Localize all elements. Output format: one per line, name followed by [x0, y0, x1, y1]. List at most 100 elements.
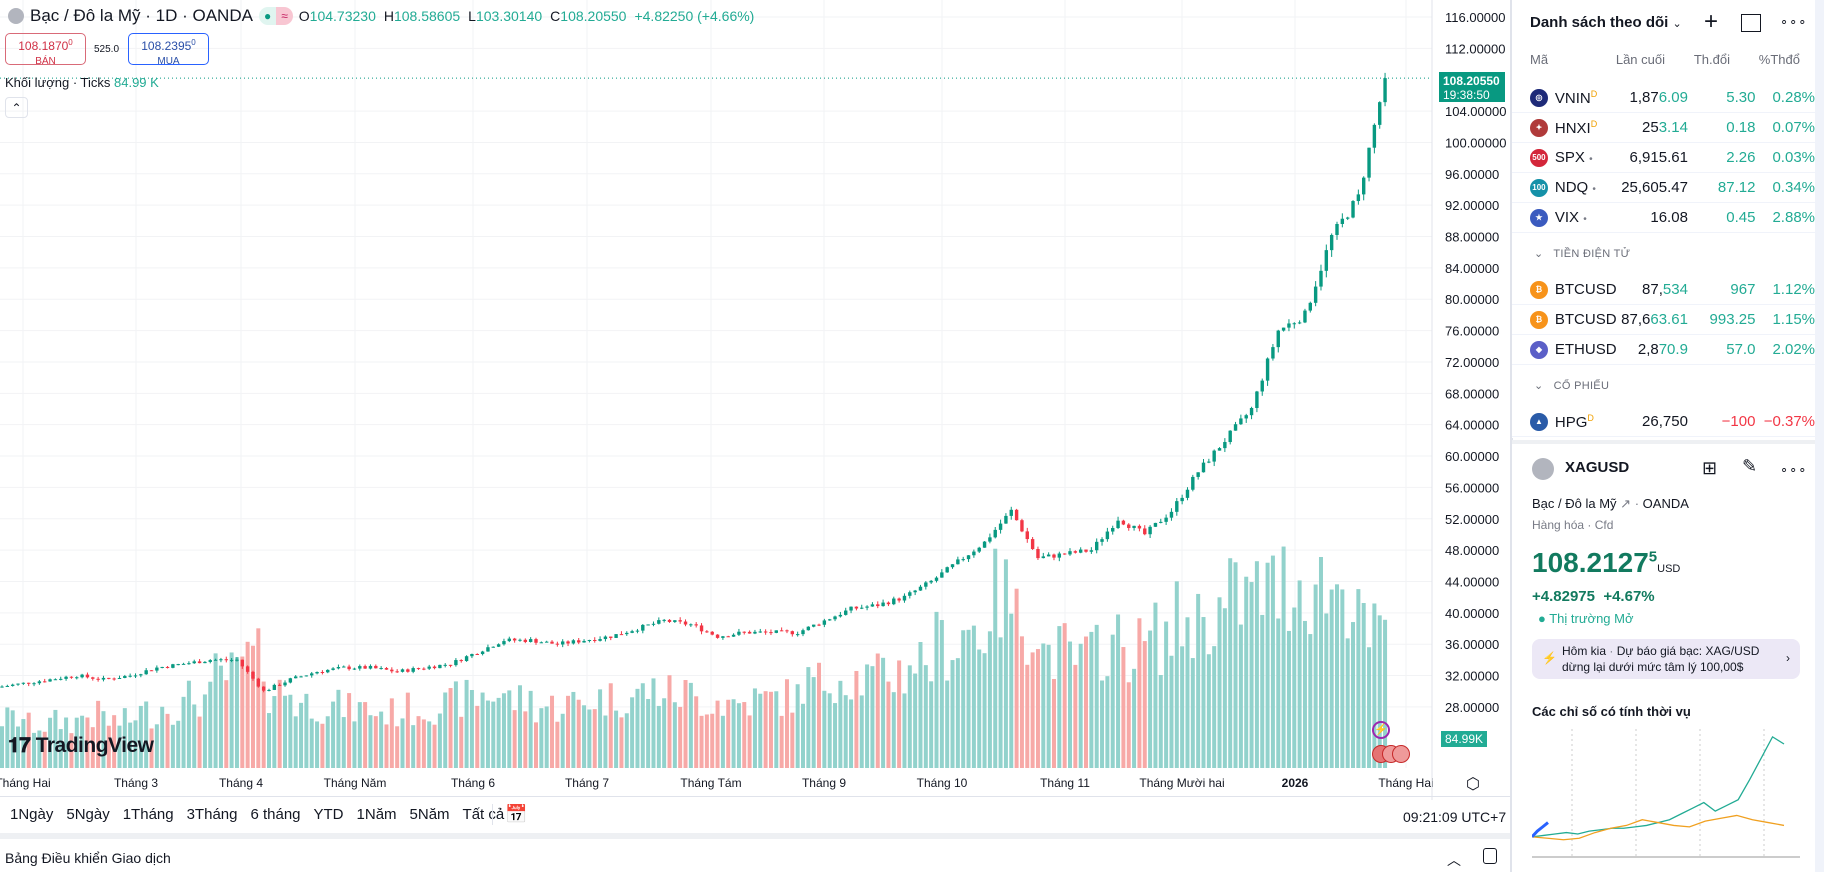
candle — [310, 673, 314, 676]
candle — [550, 641, 554, 644]
column-header-0[interactable]: Mã — [1530, 52, 1549, 67]
timeframe-4[interactable]: 6 tháng — [250, 806, 301, 823]
volume-bar — [1270, 555, 1275, 768]
panel-divider[interactable] — [1510, 0, 1513, 872]
volume-bar — [987, 631, 992, 768]
timeframe-6[interactable]: 1Năm — [356, 806, 397, 823]
volume-bar — [368, 715, 373, 768]
watchlist-row[interactable]: ▲ HPGD 26,750 −100 −0.37% — [1512, 407, 1815, 437]
volume-bar — [122, 708, 127, 768]
event-flash-icon[interactable]: ⚡ — [1372, 721, 1390, 739]
volume-bar — [1313, 584, 1318, 768]
candle — [1356, 194, 1361, 202]
timeframe-5[interactable]: YTD — [313, 806, 344, 823]
volume-bar — [865, 664, 870, 768]
price-chart[interactable]: 116.00000 112.00000 104.00000 100.00000 96.0… — [0, 0, 1510, 800]
candle — [1105, 531, 1110, 540]
timeframe-7[interactable]: 5Năm — [409, 806, 450, 823]
candle — [1249, 407, 1254, 416]
more-icon[interactable]: ∘∘∘ — [1780, 14, 1808, 29]
candle — [416, 668, 421, 670]
clock[interactable]: 09:21:09 UTC+7 — [1403, 809, 1507, 825]
watchlist-section[interactable]: ⌄ TIỀN ĐIỆN TỬ — [1534, 248, 1631, 260]
timeframe-8[interactable]: Tất cả — [462, 806, 505, 823]
watchlist-row[interactable]: ₿ BTCUSD 87,663.61 993.25 1.15% — [1512, 305, 1815, 335]
timeframe-2[interactable]: 1Tháng — [122, 806, 174, 823]
ohlc-values: O104.73230 H108.58605 L103.30140 C108.20… — [298, 8, 755, 24]
add-symbol-icon[interactable]: + — [1704, 8, 1719, 35]
volume-bar — [1265, 562, 1270, 768]
sell-button[interactable]: 108.18700 BÁN — [5, 33, 86, 67]
y-tick-label: 112.00000 — [1445, 41, 1506, 56]
trading-panel-title[interactable]: Bảng Điều khiển Giao dịch — [5, 850, 171, 866]
candle — [32, 683, 36, 685]
volume-bar — [1356, 589, 1361, 768]
edit-note-icon[interactable]: ✎ — [1742, 456, 1758, 476]
collapse-panel-icon[interactable]: ︿ — [1447, 852, 1461, 868]
maximize-panel-icon[interactable] — [1483, 848, 1497, 864]
seasonal-chart[interactable] — [1532, 724, 1802, 864]
volume-bar — [667, 675, 672, 768]
volume-bar — [544, 706, 549, 768]
external-link-icon[interactable]: ↗ — [1620, 496, 1632, 511]
volume-bar — [267, 713, 271, 768]
candle — [609, 636, 613, 638]
volume-bar — [507, 690, 512, 768]
candle — [224, 659, 228, 661]
watchlist-row[interactable]: ★ VIX • 16.08 0.45 2.88% — [1512, 203, 1815, 233]
watchlist-row[interactable]: ₿ BTCUSD 87,534 967 1.12% — [1512, 275, 1815, 305]
candle — [1351, 201, 1355, 218]
volume-bar — [827, 693, 832, 768]
symbol-title[interactable]: Bạc / Đô la Mỹ · 1D · OANDA — [30, 6, 253, 25]
volume-bar — [299, 702, 304, 768]
axis-settings-icon[interactable]: ⬡ — [1466, 776, 1480, 793]
volume-bar — [523, 711, 528, 768]
more-icon[interactable]: ∘∘∘ — [1780, 462, 1808, 477]
candle — [897, 598, 901, 601]
timeframe-1[interactable]: 5Ngày — [66, 806, 110, 823]
right-scrollbar[interactable] — [1815, 0, 1824, 872]
volume-bar — [485, 700, 490, 768]
watchlist-row[interactable]: ✦ HNXID 253.14 0.18 0.07% — [1512, 113, 1815, 143]
change: 967 — [1730, 281, 1756, 298]
market-status-badge[interactable]: ● ≈ — [258, 7, 293, 25]
timeframe-0[interactable]: 1Ngày — [10, 806, 54, 823]
economic-events-icon[interactable] — [1372, 745, 1412, 763]
watchlist-row[interactable]: ◆ ETHUSD 2,870.9 57.0 2.02% — [1512, 335, 1815, 365]
chart-area[interactable]: 116.00000 112.00000 104.00000 100.00000 96.0… — [0, 0, 1510, 800]
volume-bar — [683, 680, 688, 768]
collapse-legend-button[interactable]: ⌃ — [5, 97, 28, 118]
candle — [1068, 551, 1072, 555]
go-to-date-icon[interactable]: 📅 — [492, 804, 527, 825]
column-header-2[interactable]: Th.đổi — [1693, 52, 1730, 67]
candle — [459, 660, 463, 662]
watchlist-row[interactable]: 500 SPX • 6,915.61 2.26 0.03% — [1512, 143, 1815, 173]
volume-bar — [902, 693, 907, 768]
tradingview-logo[interactable]: 𝟏𝟕 TradingView — [8, 734, 154, 757]
volume-bar — [699, 715, 704, 768]
news-card[interactable]: ⚡ Hôm kia · Dự báo giá bạc: XAG/USD dừng… — [1532, 639, 1800, 679]
watchlist-row[interactable]: ◎ VNIND 1,876.09 5.30 0.28% — [1512, 83, 1815, 113]
details-symbol[interactable]: XAGUSD — [1565, 459, 1630, 476]
symbol: VIX • — [1554, 209, 1587, 226]
y-tick-label: 100.00000 — [1445, 135, 1506, 150]
volume-bar — [58, 729, 63, 768]
advanced-view-icon[interactable] — [1741, 14, 1761, 32]
grid-layout-icon[interactable]: ⊞ — [1702, 458, 1718, 478]
candle — [566, 641, 570, 644]
volume-bar — [1308, 634, 1313, 768]
seasonal-title: Các chỉ số có tính thời vụ — [1532, 704, 1691, 719]
watchlist-section[interactable]: ⌄ CỔ PHIẾU — [1534, 380, 1610, 392]
symbol: HNXID — [1554, 118, 1598, 137]
volume-bar — [1201, 617, 1206, 768]
column-header-1[interactable]: Lần cuối — [1615, 52, 1665, 67]
watchlist-title[interactable]: Danh sách theo dõi ⌄ — [1530, 14, 1682, 31]
watchlist-row[interactable]: 100 NDQ • 25,605.47 87.12 0.34% — [1512, 173, 1815, 203]
buy-button[interactable]: 108.23950 MUA — [128, 33, 209, 67]
volume-bar — [384, 724, 389, 768]
candle — [1303, 310, 1307, 323]
column-header-3[interactable]: %Thđổ — [1758, 52, 1800, 67]
symbol: SPX • — [1554, 149, 1593, 166]
timeframe-3[interactable]: 3Tháng — [186, 806, 238, 823]
candle — [256, 678, 261, 687]
